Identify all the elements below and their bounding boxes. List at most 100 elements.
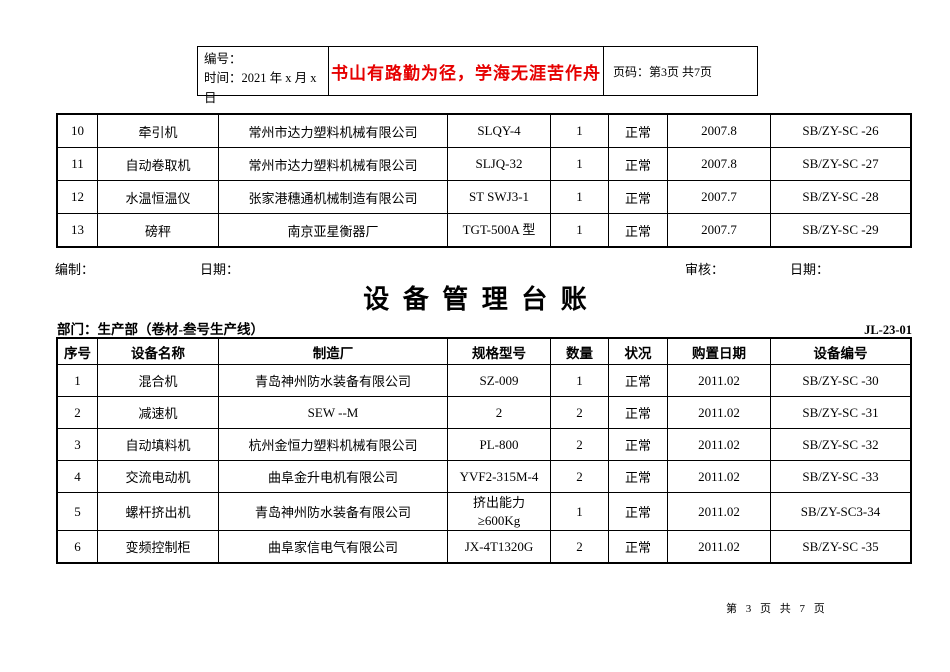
equipment-table-continued-body: 10 牵引机 常州市达力塑料机械有限公司 SLQY-4 1 正常 2007.8 SB/ZY-S… — [57, 114, 911, 247]
table-cell: 1 — [550, 491, 609, 532]
table-cell: 5 — [57, 491, 98, 532]
table-cell: 1 — [550, 147, 609, 181]
column-header: 序号 — [57, 338, 98, 365]
table-cell: SB/ZY-SC -30 — [770, 364, 911, 397]
column-header: 设备名称 — [97, 338, 219, 365]
page-title: 设 备 管 理 台 账 — [363, 285, 587, 314]
table-cell: 常州市达力塑料机械有限公司 — [218, 114, 448, 148]
table-row: 1 混合机 青岛神州防水装备有限公司 SZ-009 1 正常 2011.02 SB/ZY-SC… — [57, 364, 911, 397]
table-cell: 6 — [57, 530, 98, 564]
department-label: 部门：生产部（卷材-叁号生产线） — [57, 322, 264, 337]
table-cell: 杭州金恒力塑料机械有限公司 — [218, 428, 448, 461]
doc-time-label: 时间：2021 年 x 月 x 日 — [204, 71, 317, 105]
table-cell: 10 — [57, 114, 98, 148]
table-cell: SB/ZY-SC -35 — [770, 530, 911, 564]
table-cell: 2011.02 — [667, 428, 771, 461]
table-cell: 2011.02 — [667, 364, 771, 397]
table-row: 10 牵引机 常州市达力塑料机械有限公司 SLQY-4 1 正常 2007.8 SB/ZY-S… — [57, 114, 911, 148]
table-cell: 正常 — [608, 491, 668, 532]
column-header: 状况 — [608, 338, 668, 365]
table-cell: ST SWJ3-1 — [447, 180, 551, 214]
equipment-table: 序号 设备名称 制造厂 规格型号 数量 状况 购置日期 设备编号 1 混合机 青岛神州防水装备有限… — [57, 338, 911, 564]
table-cell: SB/ZY-SC -29 — [770, 213, 911, 247]
table-cell: 南京亚星衡器厂 — [218, 213, 448, 247]
table-cell: 2007.8 — [667, 147, 771, 181]
table-cell: SEW --M — [218, 396, 448, 429]
table-cell: 正常 — [608, 396, 668, 429]
table-cell: 2 — [550, 460, 609, 493]
table-cell: 2011.02 — [667, 460, 771, 493]
table-cell: 混合机 — [97, 364, 219, 397]
table-cell: 曲阜家信电气有限公司 — [218, 530, 448, 564]
table-cell: 1 — [550, 114, 609, 148]
table-cell: 3 — [57, 428, 98, 461]
table-cell: SLQY-4 — [447, 114, 551, 148]
table-cell: 青岛神州防水装备有限公司 — [218, 491, 448, 532]
column-header: 数量 — [550, 338, 609, 365]
table-cell: 曲阜金升电机有限公司 — [218, 460, 448, 493]
table-cell: YVF2-315M-4 — [447, 460, 551, 493]
table-cell: 自动卷取机 — [97, 147, 219, 181]
page-footer: 第 3 页 共 7 页 — [726, 603, 828, 615]
table-cell: 张家港穗通机械制造有限公司 — [218, 180, 448, 214]
table-cell: PL-800 — [447, 428, 551, 461]
table-row: 2 减速机 SEW --M 2 2 正常 2011.02 SB/ZY-SC -31 — [57, 396, 911, 429]
table-cell: 2 — [447, 396, 551, 429]
table-cell: 水温恒温仪 — [97, 180, 219, 214]
equipment-table-continued: 10 牵引机 常州市达力塑料机械有限公司 SLQY-4 1 正常 2007.8 SB/ZY-S… — [57, 114, 911, 247]
table-cell: 1 — [57, 364, 98, 397]
table-cell: 2007.7 — [667, 213, 771, 247]
table-row: 12 水温恒温仪 张家港穗通机械制造有限公司 ST SWJ3-1 1 正常 2007.7 SB… — [57, 180, 911, 214]
table-cell: 1 — [550, 180, 609, 214]
table-cell: SB/ZY-SC -27 — [770, 147, 911, 181]
table-cell: 正常 — [608, 180, 668, 214]
table-cell: 2 — [550, 530, 609, 564]
table-cell: 2011.02 — [667, 530, 771, 564]
table-cell: 常州市达力塑料机械有限公司 — [218, 147, 448, 181]
table-cell: 正常 — [608, 147, 668, 181]
table-cell: 挤出能力 ≥600Kg — [447, 491, 551, 532]
prepared-by-label: 编制： — [55, 262, 95, 277]
department-row: 部门：生产部（卷材-叁号生产线） JL-23-01 — [57, 318, 912, 338]
table-cell: 牵引机 — [97, 114, 219, 148]
table-row: 3 自动填料机 杭州金恒力塑料机械有限公司 PL-800 2 正常 2011.02 SB/ZY… — [57, 428, 911, 461]
motto-text: 书山有路勤为径，学海无涯苦作舟 — [329, 47, 604, 95]
table-cell: 正常 — [608, 364, 668, 397]
table-cell: 4 — [57, 460, 98, 493]
reviewed-by-label: 审核： — [685, 262, 725, 277]
table-cell: 变频控制柜 — [97, 530, 219, 564]
table-cell: 2 — [57, 396, 98, 429]
table-cell: 2011.02 — [667, 396, 771, 429]
column-header: 制造厂 — [218, 338, 448, 365]
table-row: 6 变频控制柜 曲阜家信电气有限公司 JX-4T1320G 2 正常 2011.02 SB/Z… — [57, 530, 911, 564]
column-header: 购置日期 — [667, 338, 771, 365]
equipment-table-body: 1 混合机 青岛神州防水装备有限公司 SZ-009 1 正常 2011.02 SB/ZY-SC… — [57, 364, 911, 564]
table-cell: 减速机 — [97, 396, 219, 429]
table-row: 11 自动卷取机 常州市达力塑料机械有限公司 SLJQ-32 1 正常 2007.8 SB/Z… — [57, 147, 911, 181]
table-cell: 自动填料机 — [97, 428, 219, 461]
header-left-cell: 编号： 时间：2021 年 x 月 x 日 — [198, 47, 329, 105]
table-cell: 正常 — [608, 460, 668, 493]
table-cell: 1 — [550, 213, 609, 247]
table-cell: 1 — [550, 364, 609, 397]
column-header: 设备编号 — [770, 338, 911, 365]
table-cell: 11 — [57, 147, 98, 181]
doc-number-label: 编号： — [204, 52, 242, 66]
table-cell: 2 — [550, 428, 609, 461]
table-cell: SLJQ-32 — [447, 147, 551, 181]
table-cell: SB/ZY-SC -26 — [770, 114, 911, 148]
table-row: 13 磅秤 南京亚星衡器厂 TGT-500A 型 1 正常 2007.7 SB/ZY-SC -… — [57, 213, 911, 247]
table-row: 5 螺杆挤出机 青岛神州防水装备有限公司 挤出能力 ≥600Kg 1 正常 2011.02 S… — [57, 491, 911, 532]
table-cell: 2007.8 — [667, 114, 771, 148]
table-cell: 正常 — [608, 428, 668, 461]
reviewed-date-label: 日期： — [790, 262, 830, 277]
table-row: 4 交流电动机 曲阜金升电机有限公司 YVF2-315M-4 2 正常 2011.02 SB/… — [57, 460, 911, 493]
table-cell: JX-4T1320G — [447, 530, 551, 564]
table-cell: 13 — [57, 213, 98, 247]
table-cell: 2007.7 — [667, 180, 771, 214]
table-cell: 2011.02 — [667, 491, 771, 532]
table-cell: 正常 — [608, 114, 668, 148]
form-code: JL-23-01 — [864, 323, 912, 337]
table-cell: 交流电动机 — [97, 460, 219, 493]
